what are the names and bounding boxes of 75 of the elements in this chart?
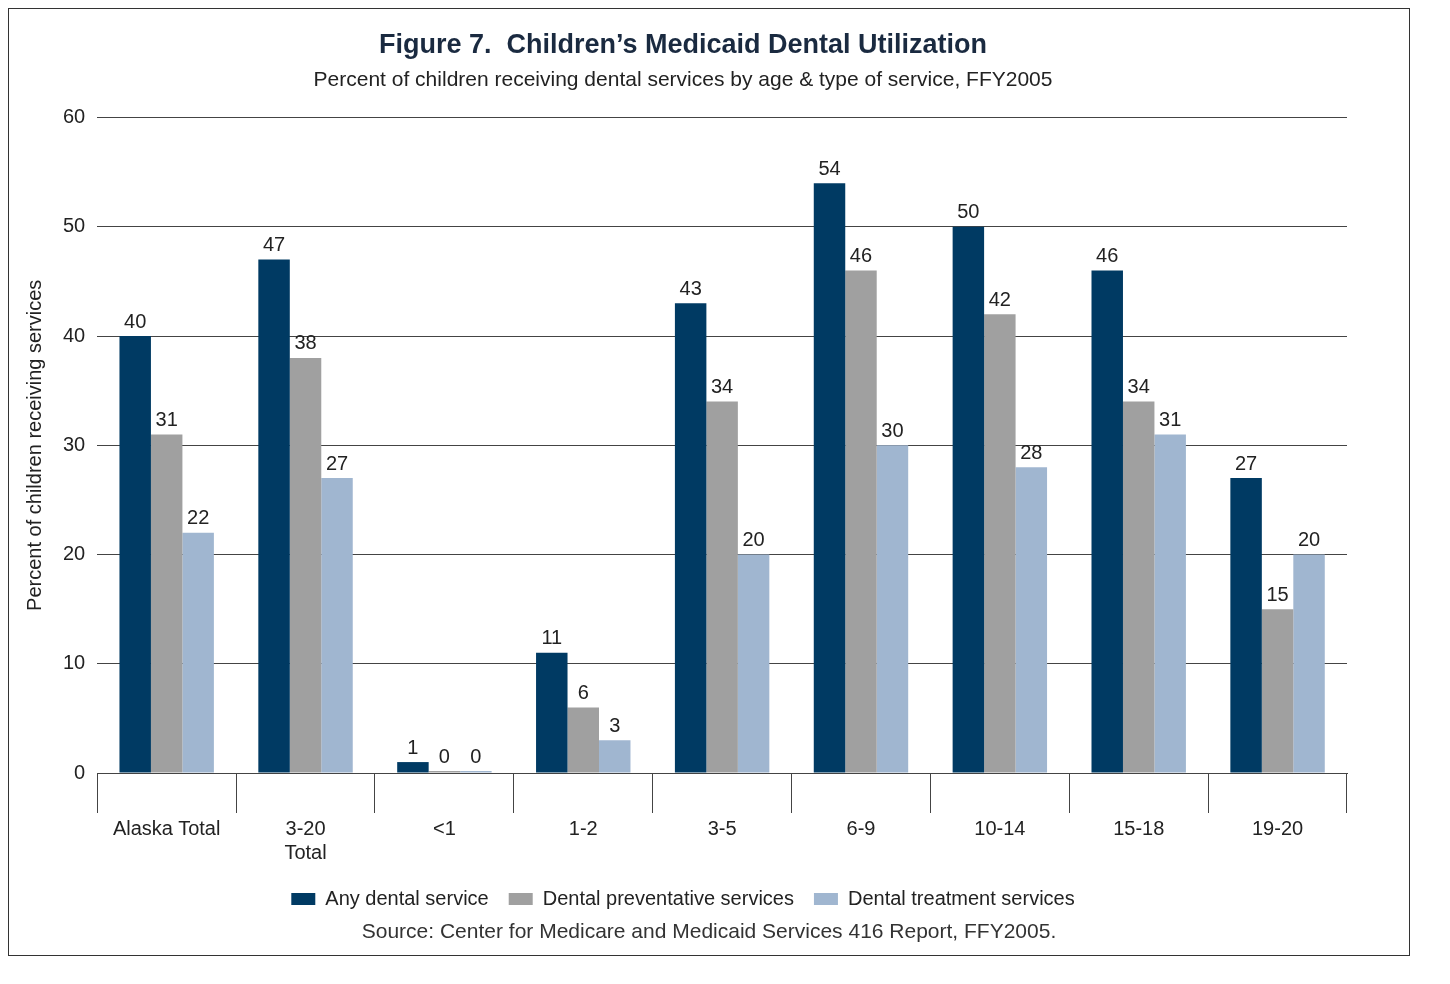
- bar: [984, 314, 1016, 773]
- data-label: 42: [988, 287, 1011, 310]
- y-tick-label: 30: [63, 432, 86, 455]
- data-label: 46: [849, 244, 873, 267]
- x-tick-label: 15-18: [1113, 816, 1165, 839]
- bar: [119, 336, 151, 773]
- y-tick-label: 10: [63, 651, 86, 674]
- y-axis-title: Percent of children receiving services: [22, 279, 45, 611]
- data-label: 28: [1020, 440, 1043, 463]
- data-label: 50: [957, 200, 980, 223]
- bar: [706, 401, 738, 773]
- bar: [567, 707, 599, 773]
- source-note: Source: Center for Medicare and Medicaid Services 416 Report, FFY2005.: [360, 919, 1058, 944]
- bar: [599, 740, 631, 773]
- data-label: 54: [818, 156, 841, 179]
- data-label: 0: [470, 744, 482, 767]
- legend-label: Dental preventative services: [542, 886, 794, 909]
- y-tick-label: 60: [63, 105, 86, 128]
- bar: [289, 357, 322, 773]
- legend-label: Dental treatment services: [847, 886, 1075, 909]
- y-tick-label: 40: [63, 323, 86, 346]
- bar: [1015, 467, 1048, 773]
- bar: [1293, 554, 1325, 773]
- bar: [150, 434, 183, 773]
- y-tick-label: 0: [74, 760, 86, 783]
- x-tick-label: 10-14: [974, 816, 1026, 839]
- data-label: 31: [155, 407, 178, 430]
- bar: [737, 554, 770, 773]
- chart-title: Figure 7. Children’s Medicaid Dental Utilization: [378, 28, 988, 59]
- bar: [876, 445, 909, 773]
- x-tick-label: 19-20: [1251, 816, 1304, 839]
- data-label: 3: [609, 713, 621, 736]
- x-tick-label: 1-2: [568, 816, 598, 839]
- data-label: 22: [187, 506, 210, 529]
- x-tick-label: Alaska Total: [112, 816, 221, 839]
- x-tick-label: 3-20 Total: [284, 816, 327, 863]
- data-label: 20: [1297, 528, 1321, 551]
- bar: [397, 762, 429, 773]
- bar: [674, 303, 707, 773]
- bar: [813, 183, 846, 773]
- bar: [1230, 478, 1262, 773]
- data-label: 43: [679, 276, 702, 299]
- bar: [182, 532, 214, 773]
- chart-subtitle: Percent of children receiving dental services by age & type of service, FFY2005: [313, 66, 1053, 90]
- bar: [1122, 401, 1155, 773]
- x-tick-label: 6-9: [846, 816, 876, 839]
- legend-label: Any dental service: [325, 886, 489, 909]
- bar: [1091, 270, 1123, 773]
- data-label: 1: [407, 735, 419, 758]
- data-label: 30: [881, 418, 904, 441]
- data-label: 40: [124, 309, 147, 332]
- data-label: 20: [742, 528, 765, 551]
- bar: [321, 478, 353, 773]
- data-label: 34: [1127, 375, 1150, 398]
- bar: [845, 270, 877, 773]
- data-label: 27: [1234, 451, 1258, 474]
- data-label: 15: [1266, 582, 1289, 605]
- data-label: 0: [438, 744, 450, 767]
- data-label: 38: [294, 331, 317, 354]
- y-tick-label: 50: [63, 214, 86, 237]
- data-label: 27: [325, 451, 349, 474]
- bar: [1261, 609, 1294, 773]
- x-tick-label: 3-5: [707, 816, 737, 839]
- data-label: 34: [711, 375, 734, 398]
- bar: [258, 259, 290, 773]
- x-tick-label: <1: [432, 816, 456, 839]
- y-tick-label: 20: [63, 542, 86, 565]
- data-label: 6: [577, 680, 589, 703]
- bar: [952, 226, 985, 773]
- data-label: 31: [1159, 407, 1182, 430]
- data-label: 47: [262, 233, 286, 256]
- bar: [1154, 434, 1186, 773]
- data-label: 46: [1096, 244, 1119, 267]
- data-label: 11: [541, 626, 563, 649]
- bar: [536, 652, 568, 773]
